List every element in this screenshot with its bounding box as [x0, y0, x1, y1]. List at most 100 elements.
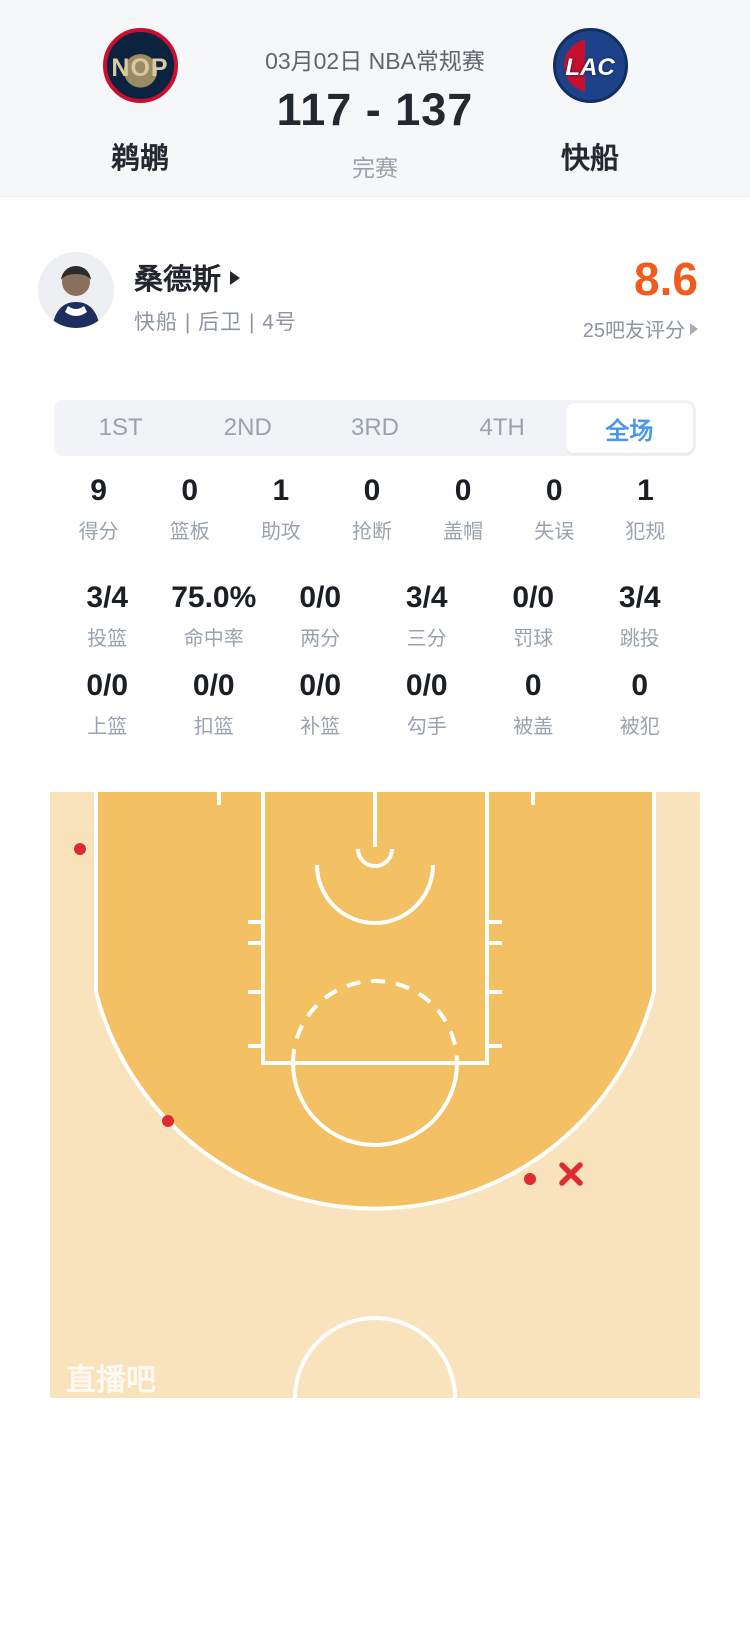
stat-value: 3/4: [86, 581, 129, 614]
clippers-logo: LAC: [552, 28, 628, 103]
court-inside-arc-area: [96, 792, 654, 1209]
stat-label: 上篮: [87, 716, 128, 738]
stat-label: 命中率: [183, 628, 244, 650]
away-team-name: 快船: [560, 143, 619, 175]
stat-dunks: 0/0 扣篮: [161, 671, 268, 739]
player-meta: 快船 | 后卫 | 4号: [134, 311, 297, 334]
tab-2nd[interactable]: 2ND: [223, 414, 272, 441]
stat-field-goals: 3/4 投篮: [54, 583, 161, 651]
tab-1st[interactable]: 1ST: [98, 414, 143, 441]
clippers-logo-inner: [563, 39, 617, 92]
stat-value: 0/0: [86, 669, 129, 702]
stat-value: 0: [524, 669, 542, 702]
stat-row-basic: 9 得分 0 篮板 1 助攻 0 抢断 0 盖帽 0 失误 1 犯规: [53, 476, 691, 544]
stat-label: 助攻: [260, 521, 301, 543]
made-shot-marker: [74, 843, 86, 855]
match-status: 完赛: [352, 155, 398, 181]
clippers-abbr: LAC: [565, 54, 615, 81]
player-avatar-image: [38, 252, 114, 328]
tab-full-game[interactable]: 全场: [565, 403, 694, 453]
player-rating: 8.6: [634, 253, 698, 305]
stat-label: 勾手: [406, 716, 447, 738]
stat-label: 犯规: [625, 521, 666, 543]
away-team: LAC 快船: [520, 28, 660, 177]
stat-label: 抢断: [351, 521, 392, 543]
player-name-row[interactable]: 桑德斯: [134, 260, 241, 296]
rating-caption-row[interactable]: 25吧友评分: [583, 314, 698, 343]
tab-3rd[interactable]: 3RD: [351, 414, 400, 441]
match-title: 03月02日 NBA常规赛: [265, 48, 485, 74]
lane-hash-marks-right: [487, 920, 502, 1048]
stat-rebounds: 0 篮板: [144, 476, 235, 544]
made-shot-marker: [162, 1115, 174, 1127]
stat-blocks: 0 盖帽: [418, 476, 509, 544]
shot-chart-court: 直播吧: [50, 792, 700, 1398]
score-column: 03月02日 NBA常规赛 117 - 137 完赛: [200, 42, 550, 183]
court-watermark: 直播吧: [66, 1364, 156, 1397]
stat-value: 0: [363, 474, 381, 507]
restricted-area-arc: [315, 864, 435, 925]
stat-label: 扣篮: [193, 716, 234, 738]
stat-two-pointers: 0/0 两分: [267, 583, 374, 651]
scoreboard-header: NOP 鹈鹕 03月02日 NBA常规赛 117 - 137 完赛 LAC 快船: [0, 0, 750, 197]
stat-fg-percent: 75.0% 命中率: [161, 583, 268, 651]
pelicans-logo: NOP: [102, 28, 178, 103]
stat-jump-shots: 3/4 跳投: [587, 583, 694, 651]
final-score: 117 - 137: [276, 84, 474, 135]
stat-label: 三分: [406, 628, 447, 650]
stat-value: 0/0: [299, 669, 342, 702]
stat-fouls-drawn: 0 被犯: [587, 671, 694, 739]
stat-assists: 1 助攻: [235, 476, 326, 544]
stat-label: 篮板: [169, 521, 210, 543]
stat-label: 跳投: [619, 628, 660, 650]
stat-putbacks: 0/0 补篮: [267, 671, 374, 739]
stat-value: 75.0%: [171, 581, 257, 614]
rim-arc: [356, 848, 394, 868]
home-team: NOP 鹈鹕: [70, 28, 210, 177]
stat-got-blocked: 0 被盖: [480, 671, 587, 739]
tab-4th[interactable]: 4TH: [479, 414, 525, 441]
stat-value: 9: [90, 474, 107, 507]
stat-row-shooting: 3/4 投篮 75.0% 命中率 0/0 两分 3/4 三分 0/0 罚球 3/4 跳投: [54, 583, 693, 651]
stat-value: 0: [631, 669, 649, 702]
three-point-line: [94, 792, 656, 1211]
key-lane-lines: [261, 792, 489, 1065]
stat-value: 0/0: [299, 581, 342, 614]
footer: 8 直播吧 扫描二维码 查看更多体育赛事及资讯: [0, 1398, 750, 1629]
lane-hash-marks-left: [248, 920, 263, 1048]
stat-value: 1: [637, 474, 654, 507]
player-avatar[interactable]: [38, 252, 114, 328]
stat-value: 0: [454, 474, 472, 507]
pelicans-abbr: NOP: [111, 54, 169, 82]
stat-layups: 0/0 上篮: [54, 671, 161, 739]
stat-label: 补篮: [300, 716, 341, 738]
stat-points: 9 得分: [53, 476, 144, 544]
stat-value: 3/4: [405, 581, 448, 614]
stat-value: 1: [272, 474, 290, 507]
rating-caption: 25吧友评分: [582, 320, 685, 342]
free-throw-circle-solid: [291, 1062, 459, 1147]
stat-value: 0/0: [512, 581, 555, 614]
stat-value: 0/0: [405, 669, 448, 702]
made-shot-marker: [524, 1173, 536, 1185]
stat-label: 两分: [300, 628, 341, 650]
stat-value: 0: [545, 474, 563, 507]
stat-label: 失误: [534, 521, 575, 543]
baseline-hash-marks: [217, 792, 535, 805]
stat-hook-shots: 0/0 勾手: [374, 671, 481, 739]
chevron-right-icon: [690, 323, 698, 335]
quarter-tabbar: 1ST 2ND 3RD 4TH 全场: [54, 400, 696, 456]
stat-free-throws: 0/0 罚球: [480, 583, 587, 651]
stat-row-shot-types: 0/0 上篮 0/0 扣篮 0/0 补篮 0/0 勾手 0 被盖 0 被犯: [54, 671, 693, 739]
shot-markers-layer: [74, 843, 583, 1186]
stat-fouls: 1 犯规: [600, 476, 691, 544]
stat-label: 盖帽: [443, 521, 484, 543]
court-lines: [94, 792, 656, 1398]
home-team-name: 鹈鹕: [110, 143, 169, 175]
player-name: 桑德斯: [134, 264, 222, 296]
center-circle-arc: [293, 1316, 457, 1398]
stat-label: 被盖: [513, 716, 554, 738]
free-throw-circle-dashed: [291, 979, 459, 1064]
missed-shot-marker: [559, 1162, 583, 1186]
